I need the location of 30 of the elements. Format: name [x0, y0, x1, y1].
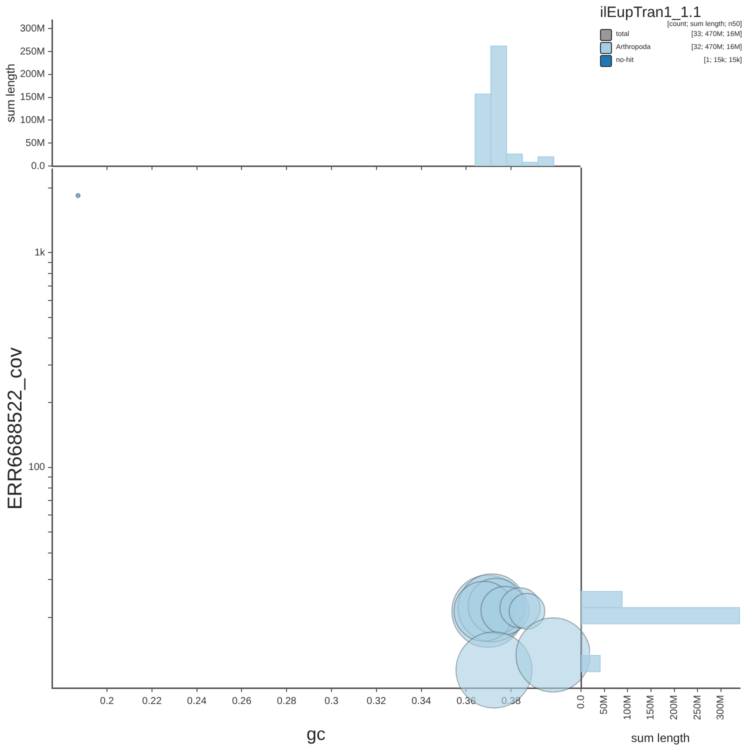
- y-tick-label: 100: [28, 462, 46, 474]
- y-tick-label: 200M: [20, 69, 45, 80]
- x-tick-label: 0.26: [232, 696, 252, 707]
- legend-title: ilEupTran1_1.1: [600, 4, 702, 21]
- y-tick-label: 150M: [20, 92, 45, 104]
- y-axis-title: ERR6688522_cov: [4, 347, 27, 510]
- x-tick-label: 0.28: [276, 696, 297, 707]
- x-tick-label: 0.22: [142, 696, 162, 707]
- x-tick-label: 0.3: [324, 696, 339, 707]
- x-tick-label: 100M: [622, 695, 634, 720]
- x-tick-label: 50M: [599, 695, 610, 714]
- x-tick-label: 0.32: [366, 696, 387, 707]
- x-tick-label: 0.36: [456, 696, 476, 707]
- x-tick-label: 250M: [692, 695, 704, 720]
- x-tick-label: 150M: [646, 695, 657, 720]
- x-tick-label: 0.2: [100, 696, 114, 707]
- y-tick-label: 50M: [26, 138, 45, 149]
- x-tick-label: 300M: [716, 695, 727, 720]
- x-tick-label: 0.0: [576, 694, 587, 709]
- x-tick-label: 0.34: [412, 696, 432, 707]
- x-tick-label: 0.24: [187, 696, 207, 707]
- y-tick-label: 100M: [20, 114, 45, 126]
- y-tick-label: 1k: [34, 247, 46, 258]
- x-tick-label: 200M: [669, 695, 680, 720]
- y-axis-title: sum length: [4, 64, 18, 122]
- y-tick-label: 250M: [20, 46, 45, 58]
- y-tick-label: 300M: [20, 23, 45, 34]
- y-tick-label: 0.0: [31, 160, 46, 172]
- x-axis-title: sum length: [631, 731, 690, 746]
- x-axis-title: gc: [306, 724, 326, 744]
